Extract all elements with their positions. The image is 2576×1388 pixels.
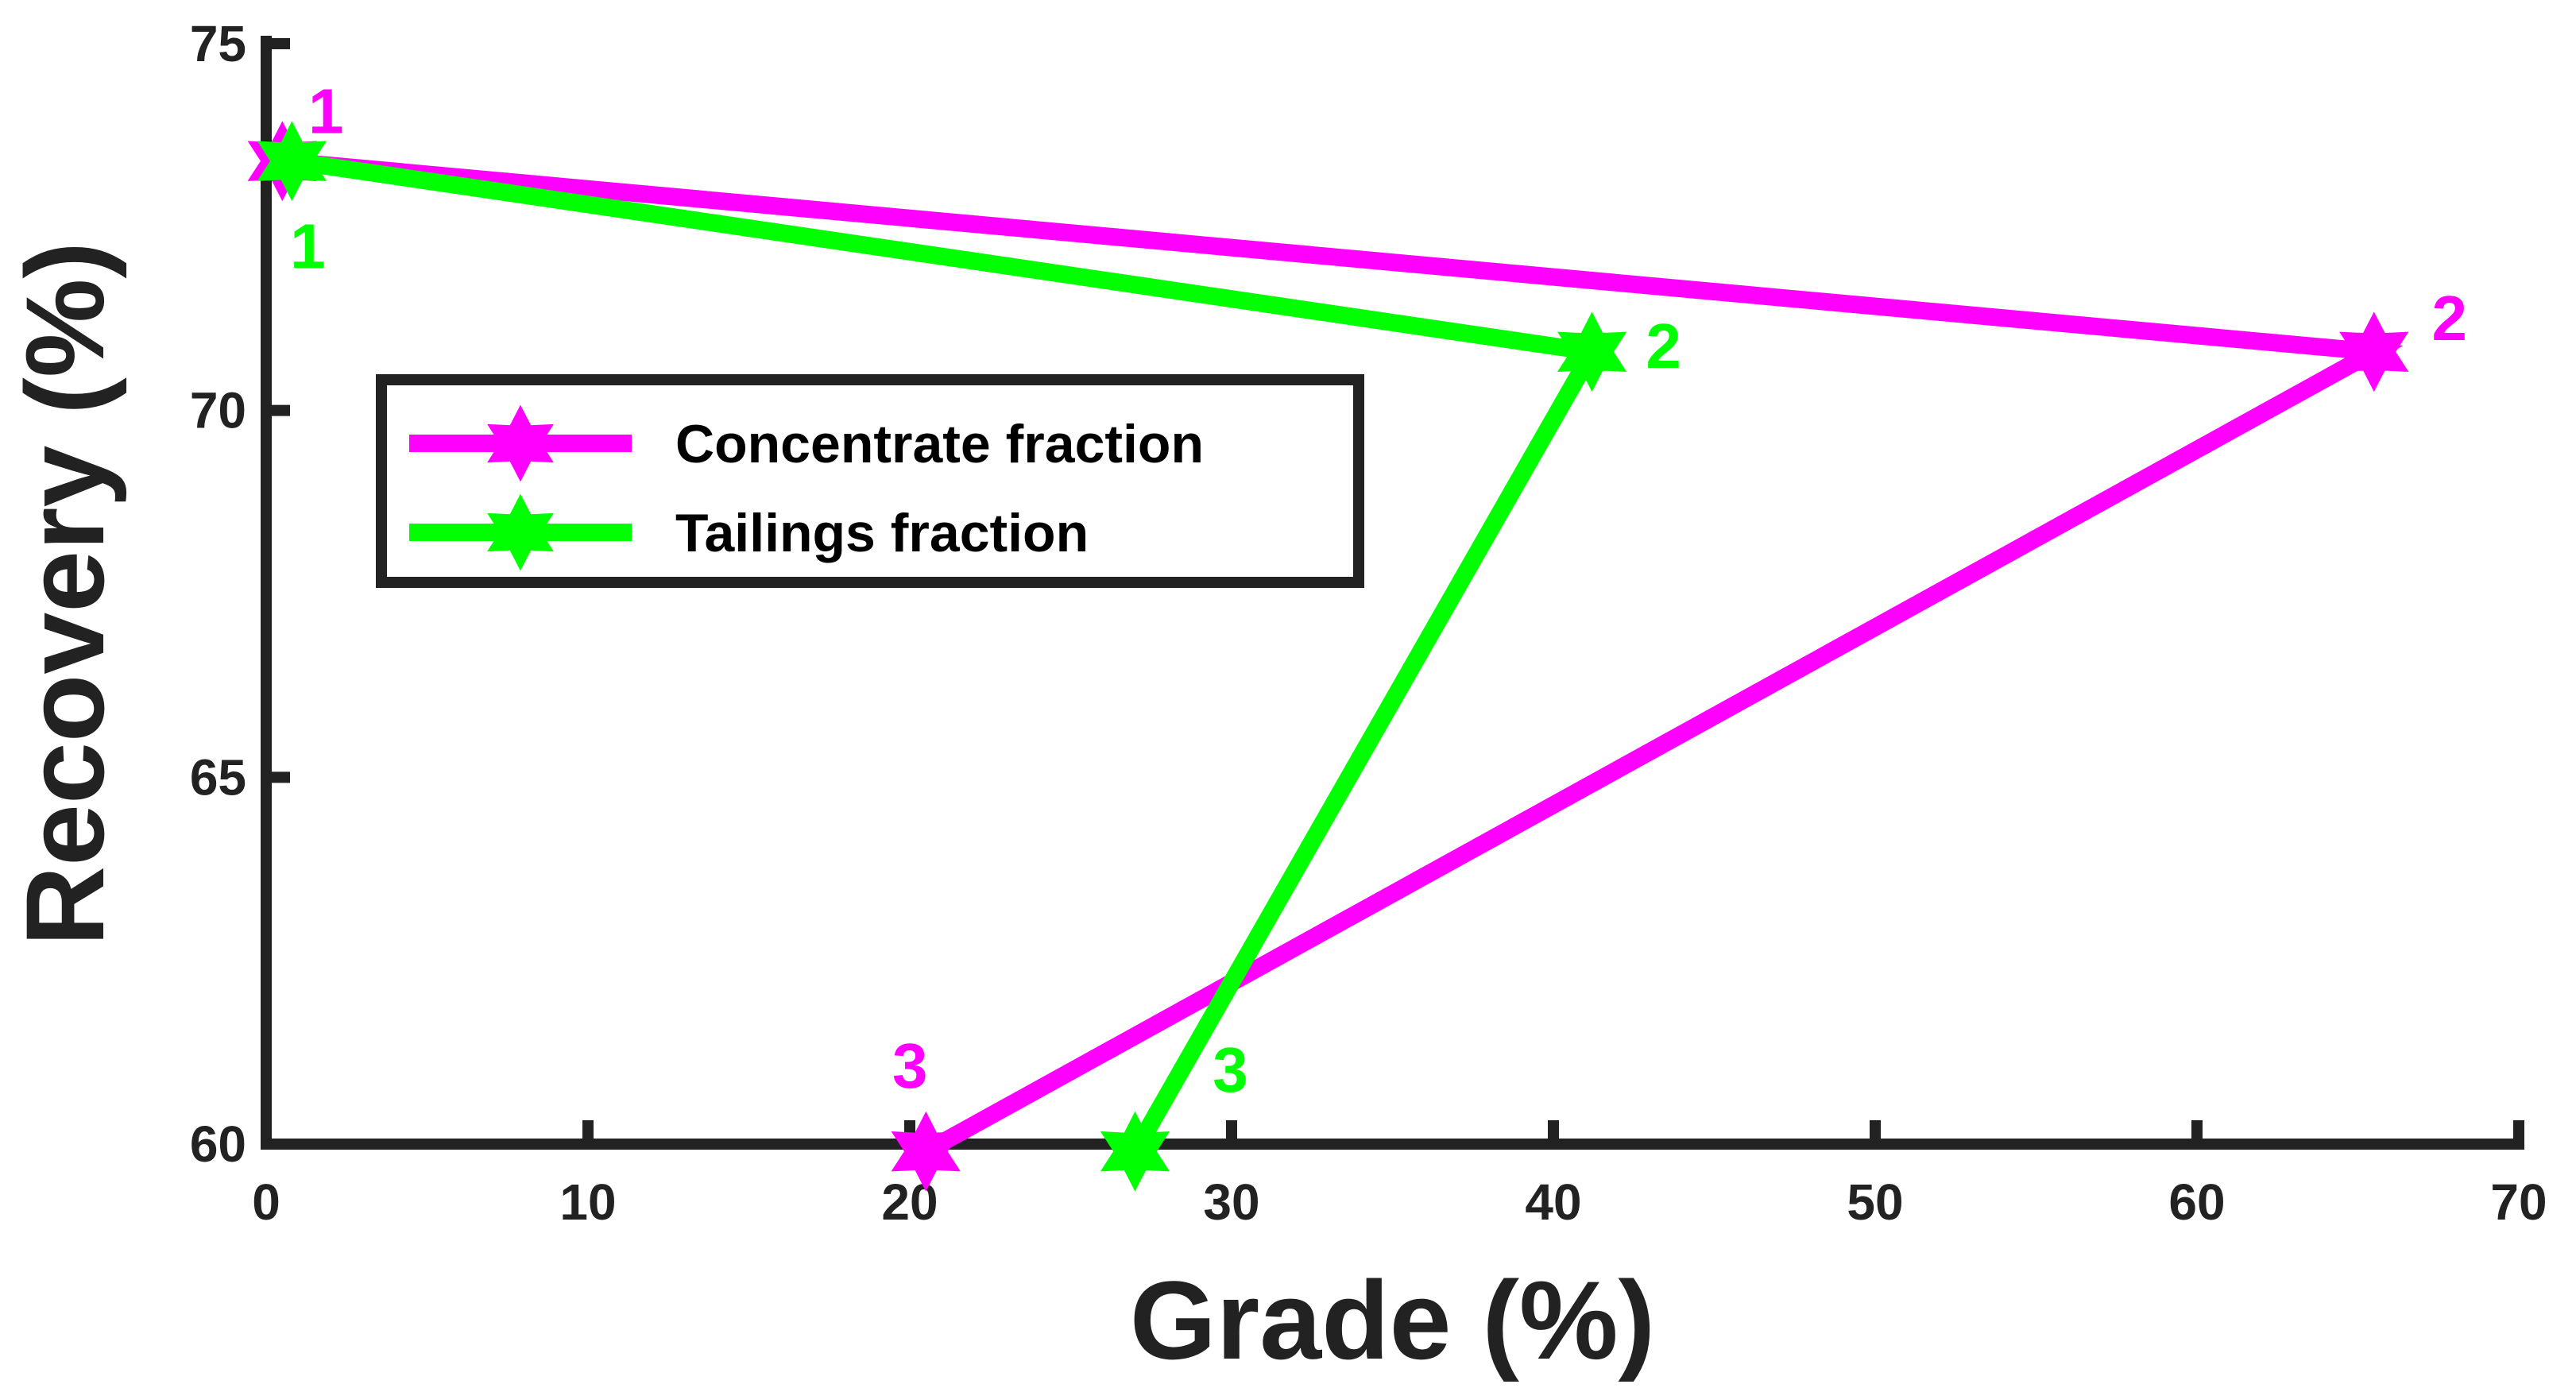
series-layer bbox=[247, 121, 2409, 1192]
legend-label-1: Tailings fraction bbox=[675, 503, 1089, 563]
point-label-1: 1 bbox=[290, 211, 326, 282]
x-tick-label: 40 bbox=[1525, 1173, 1581, 1231]
x-tick-label: 10 bbox=[559, 1173, 616, 1231]
series-line-1 bbox=[290, 152, 1607, 1156]
point-label-1: 2 bbox=[1646, 311, 1681, 381]
series-marker-1 bbox=[1100, 1111, 1170, 1192]
x-tick-label: 60 bbox=[2168, 1173, 2225, 1231]
series-marker-0 bbox=[2339, 311, 2409, 392]
legend-label-0: Concentrate fraction bbox=[675, 414, 1204, 474]
y-tick-label: 75 bbox=[190, 15, 246, 72]
series-marker-0 bbox=[891, 1111, 961, 1192]
x-tick-label: 70 bbox=[2490, 1173, 2547, 1231]
point-label-1: 3 bbox=[1213, 1034, 1248, 1105]
point-label-0: 3 bbox=[892, 1030, 928, 1101]
point-labels: 1 2 3 1 2 3 bbox=[290, 76, 2468, 1105]
point-label-0: 2 bbox=[2432, 283, 2468, 354]
x-tick-label: 50 bbox=[1847, 1173, 1903, 1231]
point-label-0: 1 bbox=[308, 76, 344, 147]
legend-marker-1 bbox=[487, 493, 554, 571]
x-tick-label: 30 bbox=[1203, 1173, 1259, 1231]
y-tick-label: 60 bbox=[190, 1115, 246, 1173]
y-tick-label: 65 bbox=[190, 748, 246, 806]
legend: Concentrate fraction Tailings fraction bbox=[376, 374, 1364, 588]
x-tick-label: 0 bbox=[252, 1173, 280, 1231]
x-axis-title: Grade (%) bbox=[1130, 1258, 1655, 1382]
series-marker-1 bbox=[257, 121, 327, 202]
series-marker-1 bbox=[1557, 311, 1627, 392]
legend-marker-0 bbox=[487, 404, 554, 482]
y-axis-title: Recovery (%) bbox=[2, 242, 127, 946]
y-tick-label: 70 bbox=[190, 382, 246, 439]
